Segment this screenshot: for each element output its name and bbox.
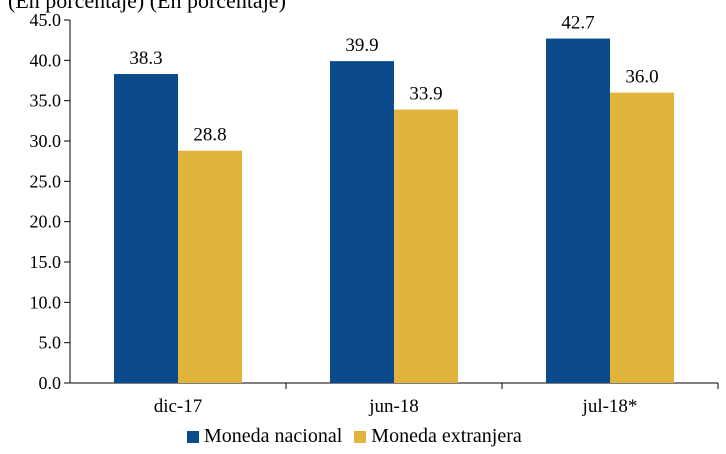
bar-data-label: 38.3 xyxy=(129,48,162,69)
bar-data-label: 39.9 xyxy=(345,35,378,56)
y-tick-label: 5.0 xyxy=(39,333,62,353)
bar xyxy=(546,38,610,383)
x-category-label: jun-18 xyxy=(368,396,419,417)
y-tick-label: 15.0 xyxy=(30,252,62,272)
bar-data-label: 36.0 xyxy=(625,67,658,88)
legend-label-series-0: Moneda nacional xyxy=(204,425,343,447)
y-tick-label: 10.0 xyxy=(30,292,62,312)
y-tick-label: 45.0 xyxy=(30,10,62,30)
chart-legend: Moneda nacional Moneda extranjera xyxy=(187,425,522,448)
bar xyxy=(114,74,178,384)
y-tick-label: 0.0 xyxy=(39,373,62,393)
y-tick-label: 25.0 xyxy=(30,171,62,191)
bar-data-label: 33.9 xyxy=(409,84,442,105)
y-tick-label: 40.0 xyxy=(30,50,62,70)
bar-data-label: 42.7 xyxy=(561,13,594,34)
bar xyxy=(178,150,242,383)
legend-swatch-series-0 xyxy=(187,430,199,443)
y-tick-label: 30.0 xyxy=(30,131,62,151)
legend-swatch-series-1 xyxy=(354,430,367,443)
y-tick-label: 20.0 xyxy=(30,212,62,232)
legend-item-series-1: Moneda extranjera xyxy=(354,425,522,448)
legend-label-series-1: Moneda extranjera xyxy=(371,425,522,447)
bar xyxy=(610,92,674,383)
clipped-chart-subtitle: (En porcentaje) (En porcentaje) xyxy=(8,0,286,13)
legend-item-series-0: Moneda nacional xyxy=(187,425,342,448)
y-tick-label: 35.0 xyxy=(30,91,62,111)
x-category-label: jul-18* xyxy=(582,396,638,417)
x-category-label: dic-17 xyxy=(154,396,203,417)
bar xyxy=(330,61,394,383)
bar-data-label: 28.8 xyxy=(193,125,226,146)
bar xyxy=(394,109,458,383)
